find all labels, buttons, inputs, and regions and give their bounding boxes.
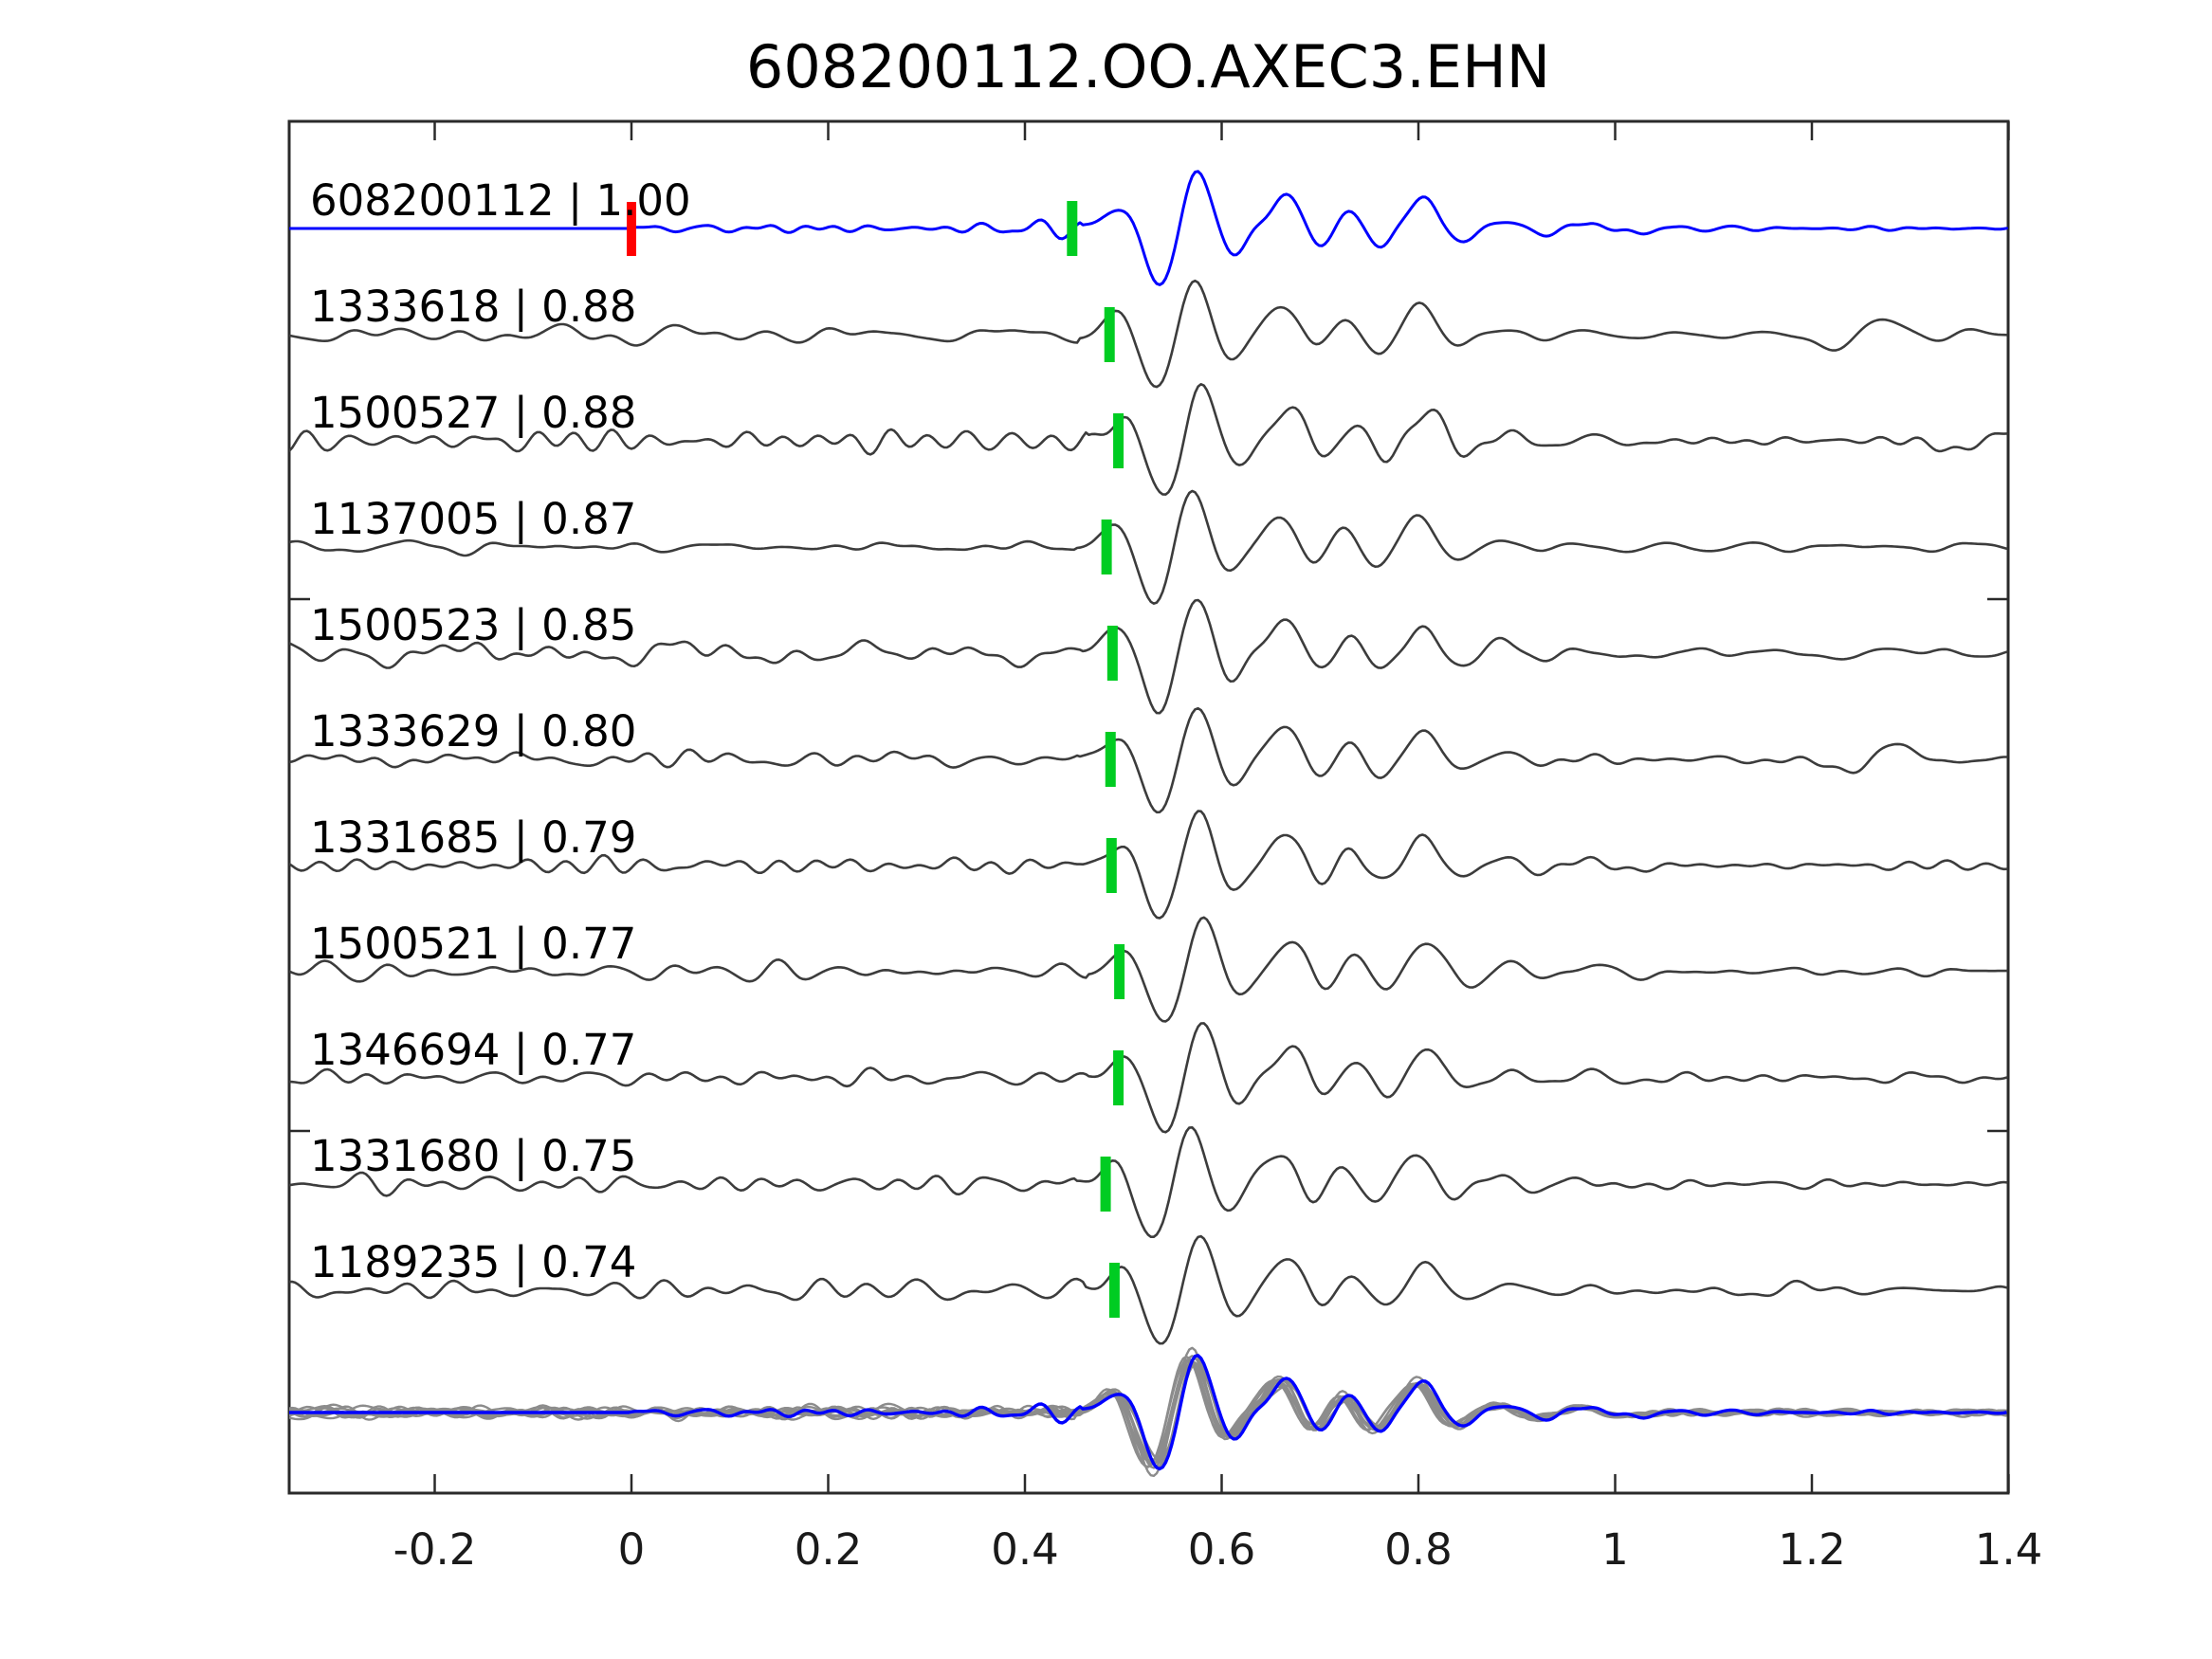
pick-marker-1333618 bbox=[1104, 307, 1115, 362]
waveform-trace-1331680 bbox=[289, 1126, 2008, 1238]
trace-label-1137005: 1137005 | 0.87 bbox=[310, 494, 636, 544]
trace-label-1500521: 1500521 | 0.77 bbox=[310, 919, 636, 969]
waveform-trace-1137005 bbox=[289, 489, 2008, 605]
waveform-trace-1333629 bbox=[289, 706, 2008, 814]
pick-marker-1189235 bbox=[1108, 1263, 1120, 1318]
x-tick-label: 1 bbox=[1601, 1524, 1629, 1575]
x-tick-label: 0.8 bbox=[1384, 1524, 1453, 1575]
trace-label-1331685: 1331685 | 0.79 bbox=[310, 812, 636, 863]
pick-marker-1333629 bbox=[1105, 732, 1116, 787]
trace-label-1189235: 1189235 | 0.74 bbox=[310, 1237, 636, 1287]
waveform-trace-1333618 bbox=[289, 279, 2008, 389]
pick-marker-1500527 bbox=[1113, 413, 1124, 468]
plot-border bbox=[287, 119, 2010, 1495]
waveform-trace-1500521 bbox=[289, 916, 2008, 1023]
waveform-trace-1500527 bbox=[289, 383, 2008, 496]
trace-label-1500527: 1500527 | 0.88 bbox=[310, 388, 636, 438]
zero-time-marker bbox=[627, 202, 636, 256]
pick-marker-1331680 bbox=[1100, 1157, 1111, 1212]
traces-layer bbox=[289, 170, 2008, 1477]
x-tick-label: 1.4 bbox=[1975, 1524, 2043, 1575]
chart-title: 608200112.OO.AXEC3.EHN bbox=[746, 32, 1550, 101]
pick-marker-1346694 bbox=[1113, 1050, 1124, 1105]
x-tick-label: 0 bbox=[618, 1524, 646, 1575]
trace-label-1333618: 1333618 | 0.88 bbox=[310, 282, 636, 332]
trace-label-1333629: 1333629 | 0.80 bbox=[310, 706, 636, 757]
trace-label-1331680: 1331680 | 0.75 bbox=[310, 1131, 636, 1181]
x-tick-label: 1.2 bbox=[1778, 1524, 1846, 1575]
pick-marker-1500523 bbox=[1106, 626, 1118, 681]
waveform-trace-608200112 bbox=[289, 170, 2008, 286]
pick-marker-1137005 bbox=[1101, 520, 1112, 574]
labels-layer: 608200112 | 1.00 1333618 | 0.88 1500527 | … bbox=[310, 175, 691, 1287]
axes-layer: -0.2 0 0.2 0.4 0.6 0.8 1 1.2 1.4 bbox=[287, 119, 2043, 1575]
stack-trace-template bbox=[289, 1354, 2007, 1471]
pick-marker-1500521 bbox=[1114, 944, 1125, 999]
x-tick-label: 0.2 bbox=[795, 1524, 863, 1575]
waveform-trace-1189235 bbox=[289, 1234, 2008, 1345]
trace-label-1346694: 1346694 | 0.77 bbox=[310, 1025, 636, 1075]
pick-marker-1331685 bbox=[1106, 838, 1117, 893]
waveform-trace-1346694 bbox=[289, 1022, 2008, 1134]
x-tick-label: 0.4 bbox=[991, 1524, 1059, 1575]
x-tick-label: 0.6 bbox=[1188, 1524, 1256, 1575]
trace-label-1500523: 1500523 | 0.85 bbox=[310, 600, 636, 650]
markers-layer bbox=[627, 201, 1125, 1318]
trace-label-608200112: 608200112 | 1.00 bbox=[310, 175, 691, 226]
pick-marker-608200112 bbox=[1067, 201, 1078, 256]
waveform-trace-1331685 bbox=[289, 810, 2008, 920]
waveform-trace-1500523 bbox=[289, 598, 2008, 715]
x-tick-label: -0.2 bbox=[393, 1524, 477, 1575]
